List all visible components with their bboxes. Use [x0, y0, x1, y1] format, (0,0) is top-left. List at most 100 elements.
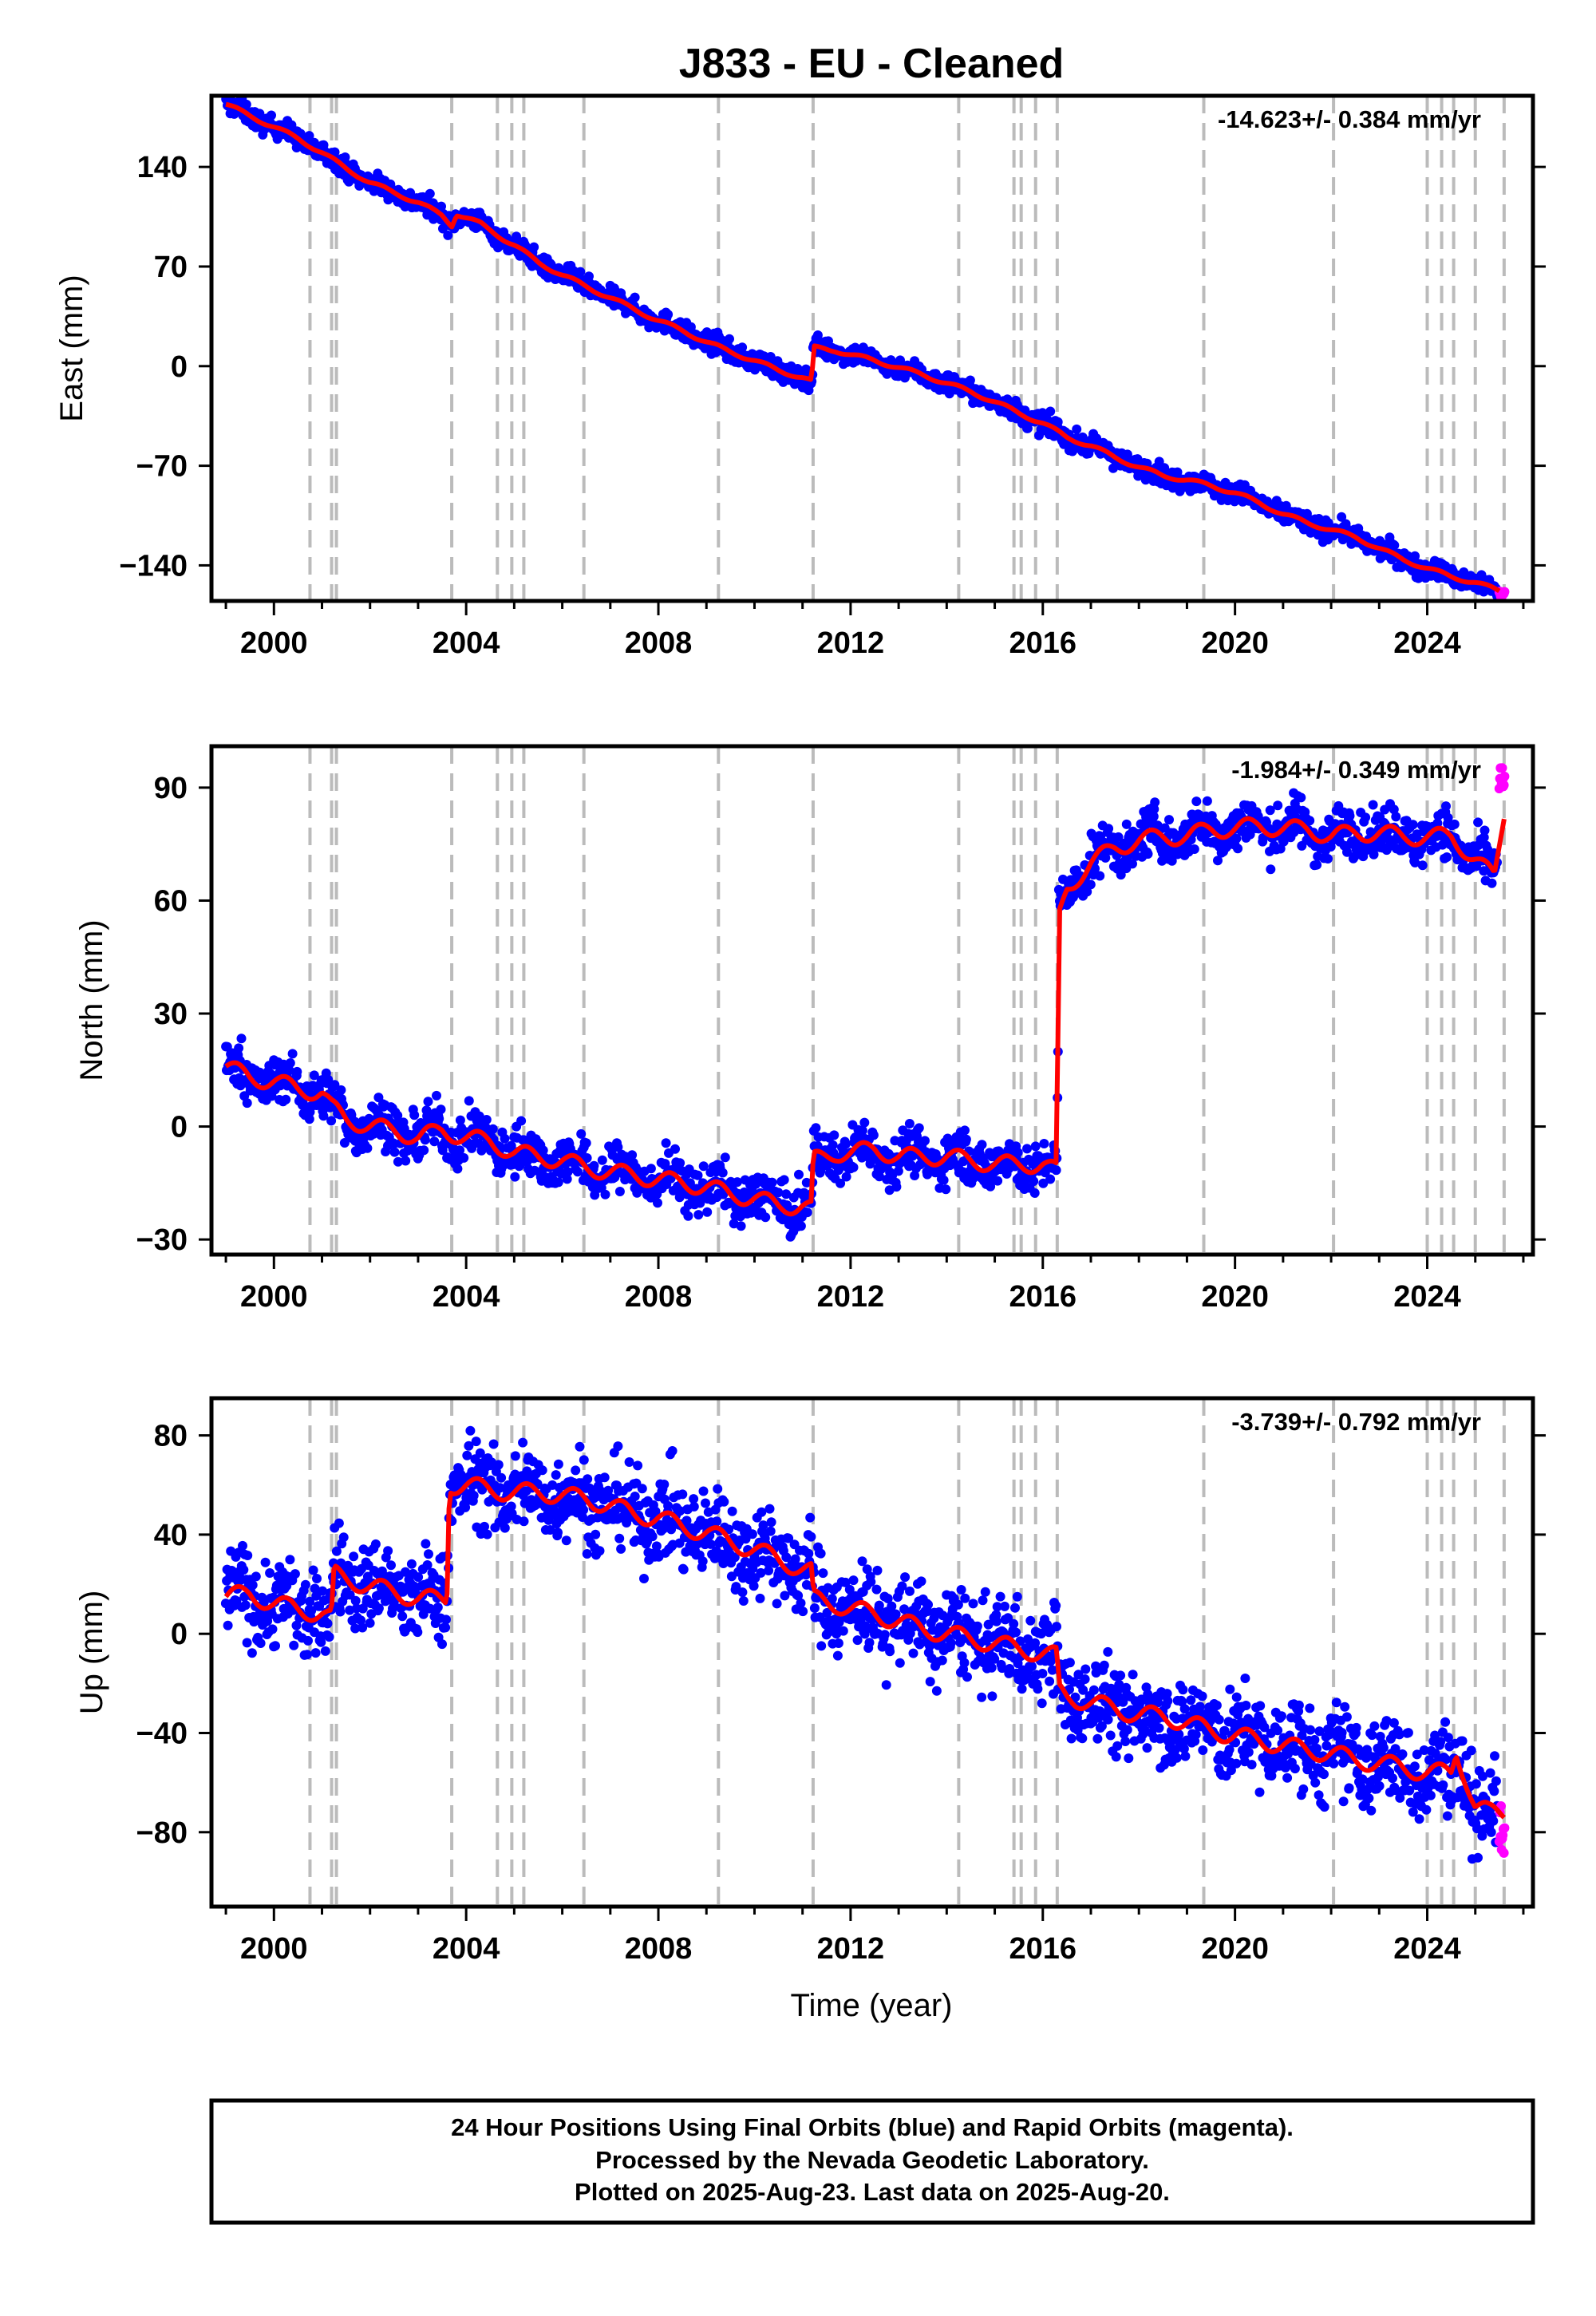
data-point — [866, 1577, 876, 1587]
data-point — [616, 1543, 626, 1554]
data-point — [1449, 819, 1460, 829]
data-point — [760, 1212, 771, 1223]
data-point — [251, 1571, 261, 1582]
data-point — [362, 1143, 373, 1153]
data-point — [781, 1552, 792, 1563]
data-point — [480, 1123, 491, 1132]
data-point — [519, 1516, 529, 1527]
data-point — [1113, 832, 1124, 842]
data-point — [1233, 844, 1243, 854]
data-point — [738, 1596, 749, 1606]
data-point — [661, 1138, 671, 1148]
data-point — [284, 1065, 294, 1076]
data-point — [1296, 792, 1306, 803]
data-point — [291, 1620, 302, 1630]
data-point — [1033, 1684, 1043, 1694]
data-point — [579, 1455, 589, 1465]
data-point — [242, 1638, 252, 1648]
x-tick-label: 2016 — [1009, 1280, 1077, 1314]
y-tick-label: 70 — [154, 251, 188, 284]
data-point — [755, 1593, 765, 1603]
data-point — [330, 1080, 340, 1090]
data-point — [852, 1635, 863, 1646]
data-point — [455, 1145, 465, 1156]
data-point — [833, 1638, 843, 1648]
data-point — [462, 1450, 472, 1460]
data-point — [441, 1614, 451, 1625]
data-point — [857, 1125, 867, 1136]
data-point — [538, 1145, 548, 1156]
data-point — [236, 1034, 247, 1044]
data-point — [549, 1506, 559, 1516]
data-point — [1000, 1601, 1009, 1611]
data-point — [872, 1565, 883, 1575]
rapid-orbit-points — [1494, 763, 1510, 794]
data-point — [790, 1554, 800, 1564]
data-point — [1085, 879, 1096, 890]
data-point — [812, 330, 823, 340]
data-point — [1023, 1634, 1033, 1644]
data-point — [1479, 825, 1490, 836]
data-point — [495, 1483, 505, 1493]
data-point — [1441, 801, 1451, 812]
data-point — [1030, 1638, 1041, 1648]
data-point — [829, 1130, 839, 1140]
data-point — [883, 1594, 893, 1603]
data-point — [267, 110, 276, 121]
data-point — [1027, 1662, 1037, 1671]
data-point — [323, 1074, 334, 1085]
data-point — [794, 1169, 804, 1180]
data-point — [765, 1526, 776, 1536]
data-point — [370, 1539, 381, 1549]
velocity-annotation: -1.984+/- 0.349 mm/yr — [1231, 756, 1481, 784]
data-point — [271, 1641, 280, 1651]
data-point — [420, 1135, 430, 1145]
data-point — [1104, 824, 1114, 834]
data-point — [841, 1172, 851, 1182]
data-point — [977, 1140, 987, 1150]
data-point — [993, 1176, 1003, 1186]
data-point — [702, 1207, 713, 1217]
data-point — [1046, 1653, 1057, 1663]
data-point — [515, 1160, 525, 1171]
data-point — [614, 1187, 625, 1196]
data-point — [828, 1140, 838, 1150]
data-point — [1345, 811, 1355, 821]
x-tick-label: 2008 — [625, 626, 693, 660]
data-point — [561, 1535, 571, 1546]
data-point — [300, 1579, 310, 1590]
y-tick-label: −70 — [136, 450, 188, 484]
data-point — [1408, 820, 1418, 830]
data-point — [798, 1607, 808, 1617]
data-point — [818, 1568, 828, 1579]
data-point — [956, 1585, 966, 1595]
data-point — [937, 1655, 947, 1666]
data-point — [1143, 849, 1153, 859]
data-point — [575, 1441, 585, 1452]
data-point — [811, 1123, 821, 1133]
data-point — [978, 1595, 988, 1606]
data-point — [772, 1599, 782, 1609]
x-tick-label: 2016 — [1009, 626, 1077, 660]
data-point — [338, 1532, 349, 1543]
data-point — [893, 1166, 903, 1176]
data-point — [583, 1474, 593, 1484]
data-point — [249, 1617, 259, 1627]
x-tick-label: 2004 — [433, 1280, 500, 1314]
data-point — [650, 1506, 661, 1516]
data-point — [663, 310, 674, 319]
data-point — [1029, 1176, 1039, 1187]
y-tick-label: 90 — [154, 772, 188, 805]
data-point — [1003, 1613, 1013, 1623]
data-point — [732, 1177, 742, 1188]
data-point — [260, 1557, 271, 1567]
data-point — [806, 1531, 816, 1542]
data-point — [459, 1152, 469, 1163]
data-point — [423, 1097, 433, 1107]
data-point — [289, 1640, 299, 1650]
data-point — [553, 1528, 563, 1538]
data-point — [285, 1058, 295, 1068]
data-point — [766, 1517, 776, 1528]
data-point — [613, 1142, 623, 1152]
data-point — [747, 1529, 757, 1539]
